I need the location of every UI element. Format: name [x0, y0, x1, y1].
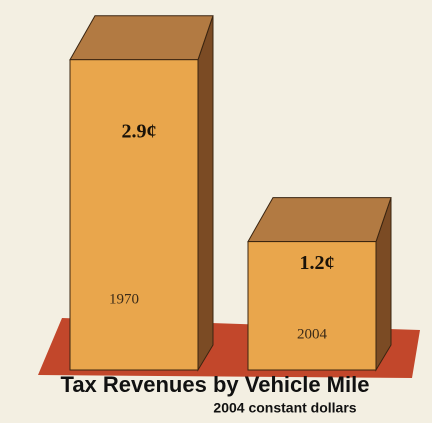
bar-side: [197, 15, 214, 372]
chart-title: Tax Revenues by Vehicle Mile: [61, 372, 370, 397]
value-label: 1.2¢: [300, 252, 335, 274]
value-label: 2.9¢: [122, 120, 157, 142]
bar-top: [69, 15, 214, 61]
category-label: 2004: [297, 326, 328, 342]
bar-front: [247, 241, 377, 371]
bars: 2.9¢ 1970 1.2¢ 2004: [69, 15, 392, 372]
category-label: 1970: [109, 291, 139, 307]
bar-top: [247, 197, 392, 243]
bar: [69, 15, 214, 372]
bar-front: [69, 59, 199, 371]
chart-subtitle: 2004 constant dollars: [213, 400, 356, 416]
bar: [247, 197, 392, 372]
